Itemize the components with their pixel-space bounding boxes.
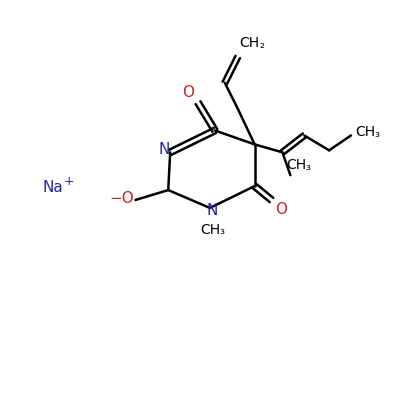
Text: ₂: ₂: [259, 38, 264, 50]
Text: CH: CH: [200, 223, 220, 237]
Text: N: N: [158, 142, 170, 157]
Text: O: O: [182, 85, 194, 100]
Text: ₃: ₃: [219, 224, 224, 237]
Text: +: +: [64, 175, 74, 188]
Text: N: N: [206, 204, 218, 218]
Text: ₃: ₃: [374, 127, 379, 140]
Text: ₃: ₃: [306, 160, 311, 173]
Text: CH: CH: [355, 126, 375, 140]
Text: −O: −O: [109, 190, 134, 206]
Text: CH: CH: [240, 36, 260, 50]
Text: CH: CH: [286, 158, 306, 172]
Text: O: O: [276, 202, 288, 218]
Text: Na: Na: [43, 180, 64, 194]
